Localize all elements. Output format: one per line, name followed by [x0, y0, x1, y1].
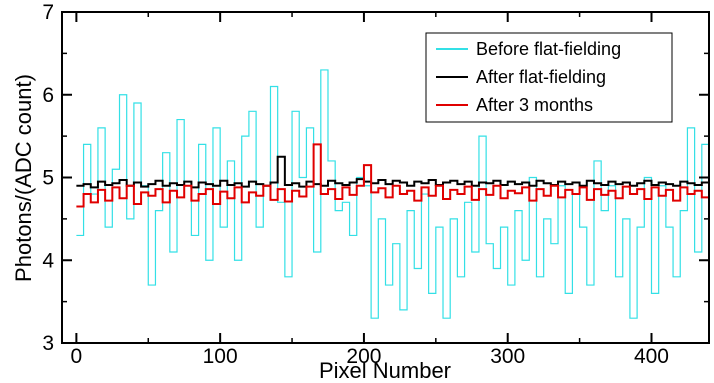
y-axis-title: Photons/(ADC count)	[11, 74, 36, 282]
x-tick-label: 100	[203, 345, 238, 368]
y-tick-label: 6	[42, 84, 54, 107]
series-line-0	[76, 69, 710, 319]
y-ticks: 3 4 5 6 7	[42, 1, 709, 355]
legend-label-1: After flat-fielding	[476, 67, 606, 87]
legend-label-2: After 3 months	[476, 95, 593, 115]
series-line-2	[76, 143, 710, 208]
series-layer	[76, 69, 710, 319]
x-axis-title: Pixel Number	[319, 358, 451, 383]
legend: Before flat-fielding After flat-fielding…	[425, 32, 673, 123]
x-tick-label: 300	[490, 345, 525, 368]
x-tick-label: 400	[634, 345, 669, 368]
x-tick-label: 200	[346, 345, 381, 368]
y-tick-label: 4	[42, 249, 54, 272]
series-line-1	[76, 155, 710, 189]
x-tick-label: 0	[71, 345, 83, 368]
legend-label-0: Before flat-fielding	[476, 39, 621, 59]
y-tick-label: 5	[42, 167, 54, 190]
x-ticks: 0 100 200 300 400	[71, 12, 669, 368]
y-tick-label: 7	[42, 1, 54, 24]
y-tick-label: 3	[42, 332, 54, 355]
